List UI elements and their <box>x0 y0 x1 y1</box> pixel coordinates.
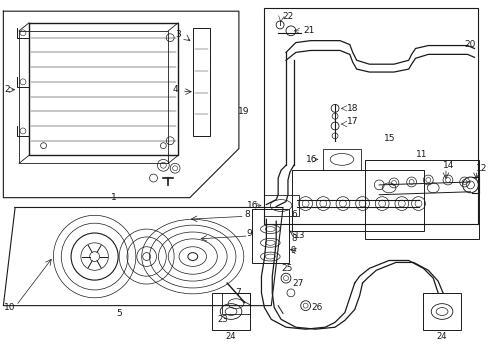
Bar <box>192 28 210 136</box>
Text: 10: 10 <box>4 303 16 312</box>
Text: 27: 27 <box>291 279 303 288</box>
Text: 22: 22 <box>282 12 293 21</box>
Text: 21: 21 <box>303 26 314 35</box>
Bar <box>323 149 360 170</box>
Text: 26: 26 <box>311 303 322 312</box>
Bar <box>264 8 477 224</box>
Bar <box>264 195 298 216</box>
Text: 7: 7 <box>235 288 240 297</box>
Text: 3: 3 <box>175 30 181 39</box>
Text: 24: 24 <box>436 332 447 341</box>
Text: 9: 9 <box>290 246 296 255</box>
Text: 24: 24 <box>225 332 236 341</box>
Text: 4: 4 <box>172 85 178 94</box>
Text: 19: 19 <box>238 107 249 116</box>
Text: 17: 17 <box>346 117 358 126</box>
Bar <box>212 293 249 330</box>
Bar <box>364 160 478 239</box>
Bar <box>222 293 249 314</box>
Text: 5: 5 <box>116 309 122 318</box>
Text: 25: 25 <box>281 264 292 273</box>
Bar <box>251 210 288 264</box>
Text: 20: 20 <box>464 40 475 49</box>
Text: 9: 9 <box>246 229 252 238</box>
Text: 12: 12 <box>475 164 487 173</box>
Text: 14: 14 <box>442 161 453 170</box>
Text: 2: 2 <box>4 85 10 94</box>
Text: 16: 16 <box>246 201 258 210</box>
Text: 18: 18 <box>346 104 358 113</box>
Text: 8: 8 <box>244 210 250 219</box>
Text: 13: 13 <box>293 231 305 240</box>
Text: 8: 8 <box>290 234 296 243</box>
Text: 11: 11 <box>415 150 427 159</box>
Text: 1: 1 <box>111 193 117 202</box>
Bar <box>291 170 424 231</box>
Bar <box>423 293 460 330</box>
Text: 15: 15 <box>384 134 395 143</box>
Text: 6: 6 <box>290 210 296 219</box>
Text: 23: 23 <box>217 315 227 324</box>
Text: 16: 16 <box>305 155 317 164</box>
